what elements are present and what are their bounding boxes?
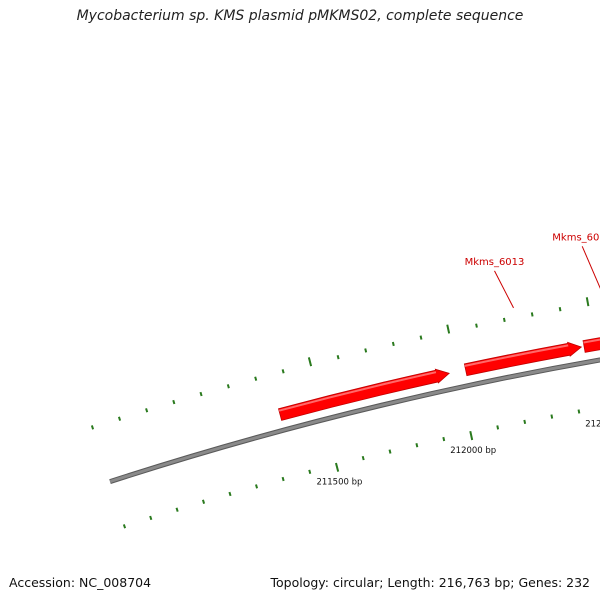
minor-tick [550,414,554,419]
outer-tick-ring [90,297,590,430]
minor-tick [281,476,285,482]
minor-tick [228,491,232,497]
major-tick [446,324,451,334]
accession-label: Accession: NC_008704 [9,575,152,590]
minor-tick [415,443,419,448]
minor-tick [172,399,176,405]
minor-tick [255,484,259,489]
minor-tick [201,499,206,504]
tick-label: 212000 bp [450,446,496,456]
major-tick [585,297,590,307]
minor-tick [475,323,478,328]
minor-tick [308,469,312,475]
minor-tick [530,312,534,317]
gene-highlight [464,344,569,367]
minor-tick [558,307,562,312]
gene-arrow[interactable] [278,368,450,421]
minor-tick [175,507,179,512]
minor-tick [117,416,122,421]
tick-label: 212500 bp [585,419,600,429]
tick-label: 211500 bp [316,478,362,488]
topology-stats: Topology: circular; Length: 216,763 bp; … [270,575,591,590]
minor-tick [90,425,95,430]
gene-arrow[interactable] [463,341,583,377]
minor-tick [199,391,203,397]
minor-tick [364,348,368,353]
minor-tick [419,335,423,340]
minor-tick [149,515,153,521]
minor-tick [254,376,258,381]
minor-tick [122,524,127,529]
gene-label-group: Mkms_6013Mkms_6014Mkms_6015Mkms_6016Mkms… [465,232,600,309]
major-tick [334,462,340,472]
minor-tick [502,317,506,323]
minor-tick [388,449,392,454]
gene-label-leader [494,270,514,309]
backbone-line [109,358,600,484]
page-title: Mycobacterium sp. KMS plasmid pMKMS02, c… [76,8,524,24]
minor-tick [577,409,581,414]
minor-tick [361,455,365,461]
gene-label-leader [581,246,600,289]
minor-tick [391,341,395,347]
backbone-group [109,357,600,484]
minor-tick [145,408,149,413]
minor-tick [523,419,527,425]
major-tick [307,357,313,367]
gene-track [278,337,600,421]
minor-tick [442,436,446,442]
gene-highlight [583,338,600,344]
major-tick [469,430,474,441]
gene-highlight [278,371,437,412]
minor-tick [281,369,285,374]
minor-tick [226,384,230,389]
minor-tick [336,355,340,360]
gene-label: Mkms_6013 [465,257,525,268]
minor-tick [496,425,500,430]
gene-label: Mkms_6014 [552,232,600,243]
